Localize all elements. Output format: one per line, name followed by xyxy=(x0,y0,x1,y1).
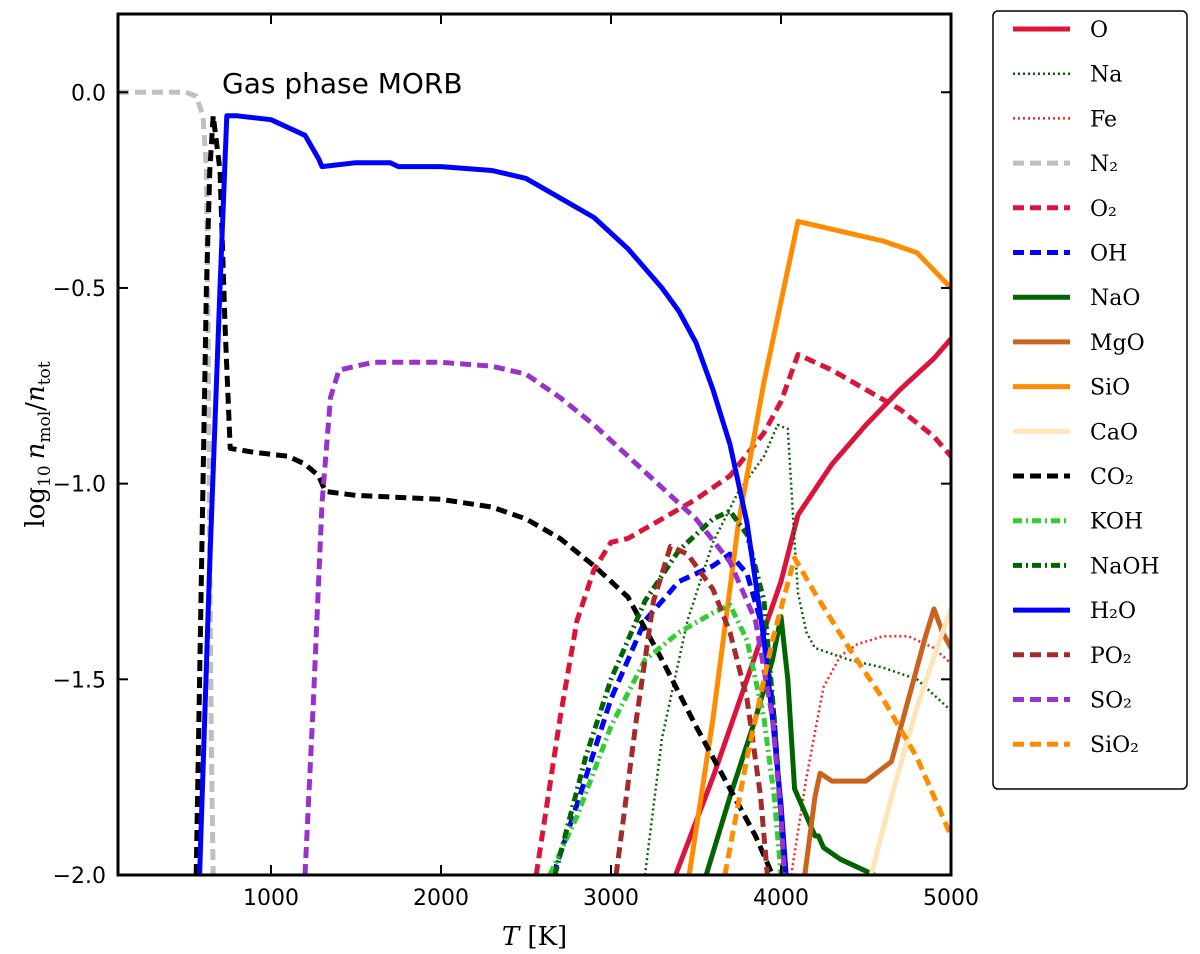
legend-label-12: NaOH xyxy=(1090,554,1160,579)
ticks-layer: 1000 2000 3000 4000 5000 0.0 −0.5 −1.0 −1.5 −2.0 xyxy=(53,14,979,911)
legend-label-9: CaO xyxy=(1090,420,1138,445)
chart-annotation: Gas phase MORB xyxy=(222,67,463,100)
series-line-6 xyxy=(703,614,876,875)
series-line-4 xyxy=(533,352,951,875)
series-line-1 xyxy=(643,423,951,875)
legend-label-3: N₂ xyxy=(1090,152,1118,177)
legend-label-10: CO₂ xyxy=(1090,465,1134,490)
series-layer xyxy=(118,89,951,875)
series-line-7 xyxy=(802,606,951,875)
series-line-15 xyxy=(302,359,787,875)
series-line-10 xyxy=(193,113,775,875)
x-tick-label: 3000 xyxy=(583,886,639,911)
legend-label-15: SO₂ xyxy=(1090,689,1132,714)
legend-label-8: SiO xyxy=(1090,376,1130,401)
y-tick-label: −1.0 xyxy=(53,473,106,498)
x-tick-label: 4000 xyxy=(753,886,809,911)
x-axis-label: T [K] xyxy=(502,922,567,952)
legend-label-6: NaO xyxy=(1090,286,1140,311)
legend-label-13: H₂O xyxy=(1090,599,1136,624)
series-line-0 xyxy=(673,337,951,875)
y-tick-label: −1.5 xyxy=(53,668,106,693)
y-tick-label: −0.5 xyxy=(53,277,106,302)
y-tick-label: −2.0 xyxy=(53,864,106,889)
x-tick-label: 2000 xyxy=(413,886,469,911)
legend-frame xyxy=(992,10,1188,790)
legend: O Na Fe N₂ O₂ OH NaO MgO SiO CaO CO₂ KOH NaOH H₂O PO₂ S… xyxy=(992,10,1188,790)
legend-label-11: KOH xyxy=(1090,510,1143,535)
legend-label-7: MgO xyxy=(1090,331,1145,356)
series-line-14 xyxy=(613,543,770,875)
legend-label-0: O xyxy=(1090,18,1108,43)
legend-label-1: Na xyxy=(1090,63,1122,88)
series-line-2 xyxy=(789,635,951,875)
x-tick-label: 1000 xyxy=(243,886,299,911)
series-line-13 xyxy=(197,113,789,875)
legend-label-2: Fe xyxy=(1090,107,1117,132)
x-tick-label: 5000 xyxy=(923,886,979,911)
series-line-12 xyxy=(552,508,787,875)
series-line-3 xyxy=(118,89,216,875)
series-line-9 xyxy=(868,608,951,875)
y-tick-label: 0.0 xyxy=(71,81,106,106)
y-axis-label: log10nmol/ntot xyxy=(21,361,55,527)
series-line-11 xyxy=(547,602,784,875)
legend-label-5: OH xyxy=(1090,242,1127,267)
plot-frame xyxy=(116,12,953,877)
series-line-16 xyxy=(722,555,951,875)
legend-label-16: SiO₂ xyxy=(1090,733,1139,758)
legend-label-14: PO₂ xyxy=(1090,644,1132,669)
legend-label-4: O₂ xyxy=(1090,197,1117,222)
